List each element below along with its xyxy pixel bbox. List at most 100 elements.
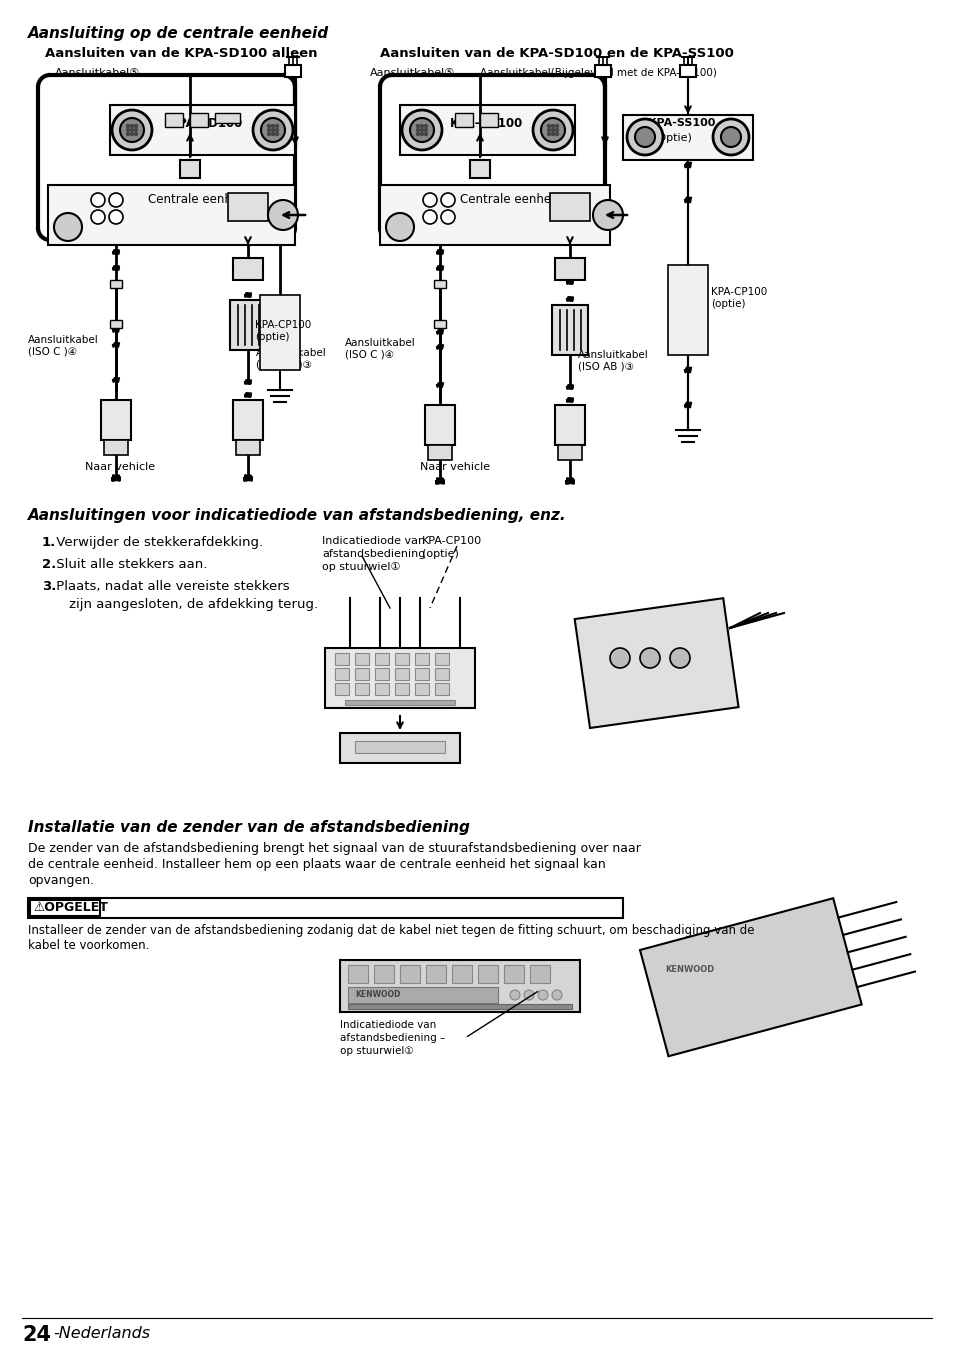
Circle shape — [551, 132, 554, 135]
Circle shape — [440, 210, 455, 224]
Circle shape — [268, 200, 297, 230]
Text: Sluit alle stekkers aan.: Sluit alle stekkers aan. — [52, 558, 207, 571]
Circle shape — [523, 990, 534, 1000]
Circle shape — [272, 124, 274, 127]
Bar — [555, 406, 584, 445]
Bar — [355, 741, 444, 753]
Bar — [435, 668, 449, 680]
Circle shape — [120, 118, 144, 142]
Text: KPA-CP100
(optie): KPA-CP100 (optie) — [254, 320, 311, 342]
Circle shape — [720, 127, 740, 147]
Text: KPA-CP100
(optie): KPA-CP100 (optie) — [710, 287, 766, 308]
Text: Installeer de zender van de afstandsbediening zodanig dat de kabel niet tegen de: Installeer de zender van de afstandsbedi… — [28, 923, 754, 937]
Circle shape — [609, 648, 629, 668]
Text: afstandsbediening –: afstandsbediening – — [339, 1033, 445, 1042]
Text: 3.: 3. — [42, 580, 56, 594]
Bar — [355, 668, 369, 680]
Circle shape — [416, 128, 419, 131]
Bar — [214, 114, 240, 123]
Text: 2.: 2. — [42, 558, 56, 571]
Circle shape — [261, 118, 285, 142]
Circle shape — [109, 210, 123, 224]
Bar — [335, 683, 349, 695]
Circle shape — [547, 128, 550, 131]
Text: KPA-SS100: KPA-SS100 — [647, 118, 715, 128]
Text: Naar vehicle: Naar vehicle — [419, 462, 490, 472]
Circle shape — [440, 193, 455, 207]
Circle shape — [639, 648, 659, 668]
Circle shape — [510, 990, 519, 1000]
Bar — [260, 295, 299, 370]
Bar — [355, 653, 369, 665]
Circle shape — [552, 990, 561, 1000]
Bar — [395, 653, 409, 665]
Circle shape — [416, 132, 419, 135]
Text: Naar vehicle: Naar vehicle — [85, 462, 155, 472]
Bar — [435, 683, 449, 695]
Circle shape — [134, 132, 137, 135]
Bar — [233, 400, 263, 439]
Bar — [104, 439, 128, 456]
Text: Verwijder de stekkerafdekking.: Verwijder de stekkerafdekking. — [52, 535, 263, 549]
Text: (optie): (optie) — [421, 549, 458, 558]
Bar — [503, 965, 523, 983]
Text: Aansluitkabel(Bijgeleverd met de KPA-SS100): Aansluitkabel(Bijgeleverd met de KPA-SS1… — [479, 68, 716, 78]
Circle shape — [401, 110, 441, 150]
Circle shape — [127, 124, 130, 127]
Bar — [470, 160, 490, 178]
Bar — [479, 114, 497, 127]
Circle shape — [131, 124, 133, 127]
Circle shape — [91, 210, 105, 224]
Text: Aansluitkabel
(ISO C )④: Aansluitkabel (ISO C )④ — [345, 338, 416, 360]
Circle shape — [267, 132, 271, 135]
Text: 1.: 1. — [42, 535, 56, 549]
Text: Aansluiten van de KPA-SD100 alleen: Aansluiten van de KPA-SD100 alleen — [45, 47, 317, 59]
Polygon shape — [639, 898, 861, 1056]
Bar — [379, 185, 609, 245]
Bar — [395, 668, 409, 680]
Text: Aansluitkabel
(ISO AB )③: Aansluitkabel (ISO AB )③ — [578, 350, 648, 372]
Circle shape — [275, 128, 278, 131]
Circle shape — [420, 132, 423, 135]
Bar — [477, 965, 497, 983]
Bar — [595, 65, 610, 77]
Bar — [435, 653, 449, 665]
Bar — [165, 114, 183, 127]
Circle shape — [551, 128, 554, 131]
Circle shape — [533, 110, 573, 150]
Circle shape — [112, 110, 152, 150]
Circle shape — [593, 200, 622, 230]
Text: KENWOOD: KENWOOD — [664, 965, 714, 973]
Circle shape — [253, 110, 293, 150]
Circle shape — [551, 124, 554, 127]
Text: zijn aangesloten, de afdekking terug.: zijn aangesloten, de afdekking terug. — [52, 598, 317, 611]
Text: kabel te voorkomen.: kabel te voorkomen. — [28, 940, 150, 952]
Circle shape — [635, 127, 655, 147]
Circle shape — [275, 124, 278, 127]
Text: De zender van de afstandsbediening brengt het signaal van de stuurafstandsbedien: De zender van de afstandsbediening breng… — [28, 842, 640, 854]
Bar — [230, 300, 266, 350]
Text: de centrale eenheid. Installeer hem op een plaats waar de centrale eenheid het s: de centrale eenheid. Installeer hem op e… — [28, 859, 605, 871]
Text: Installatie van de zender van de afstandsbediening: Installatie van de zender van de afstand… — [28, 821, 470, 836]
Circle shape — [131, 128, 133, 131]
Circle shape — [712, 119, 748, 155]
Bar — [452, 965, 472, 983]
Bar — [552, 306, 587, 356]
Bar — [667, 265, 707, 356]
Bar — [434, 320, 446, 329]
Circle shape — [416, 124, 419, 127]
Bar — [355, 683, 369, 695]
Circle shape — [131, 132, 133, 135]
Bar — [415, 683, 429, 695]
Bar — [345, 700, 455, 704]
Text: KENWOOD: KENWOOD — [355, 990, 400, 999]
Text: afstandsbediening: afstandsbediening — [322, 549, 425, 558]
Circle shape — [547, 124, 550, 127]
Bar — [374, 965, 394, 983]
Text: op stuurwiel①: op stuurwiel① — [339, 1046, 414, 1056]
Text: Aansluiting op de centrale eenheid: Aansluiting op de centrale eenheid — [28, 26, 329, 41]
Circle shape — [410, 118, 434, 142]
Bar — [555, 258, 584, 280]
Circle shape — [422, 210, 436, 224]
Bar — [235, 439, 260, 456]
